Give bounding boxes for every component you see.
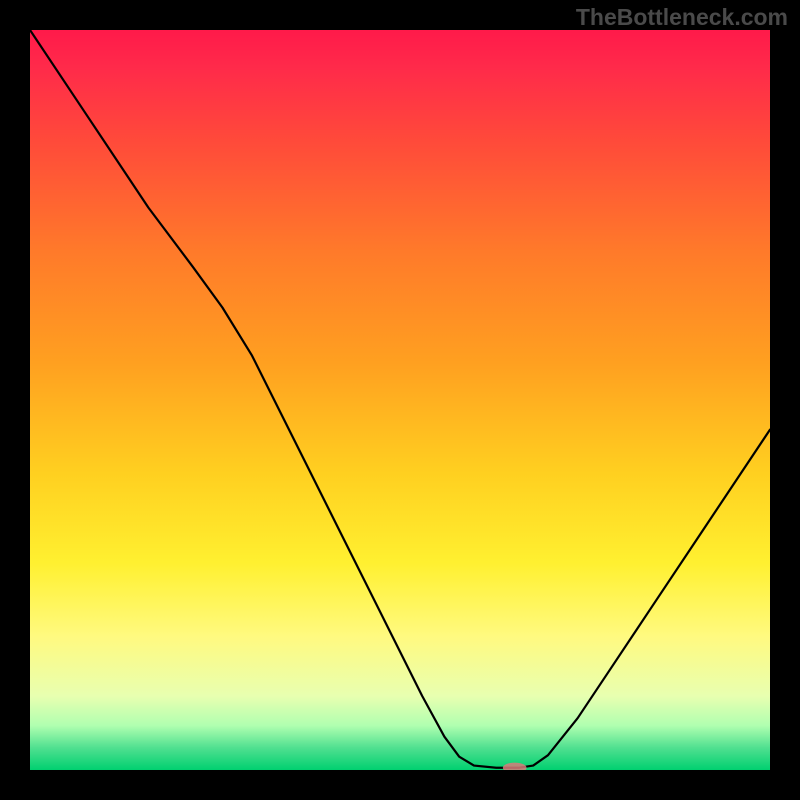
chart-svg (30, 30, 770, 770)
chart-background (30, 30, 770, 770)
watermark-text: TheBottleneck.com (576, 4, 788, 31)
bottleneck-chart (30, 30, 770, 770)
